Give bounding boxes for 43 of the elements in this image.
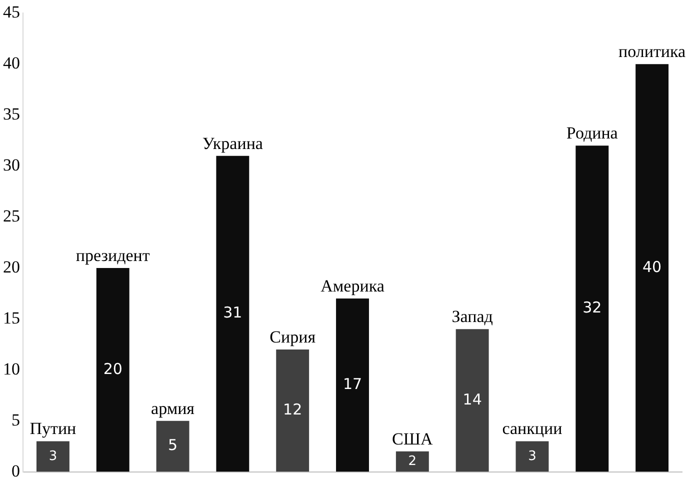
x-tick-label: Америка	[320, 276, 385, 296]
bar	[516, 441, 549, 472]
data-label: 17	[342, 375, 362, 394]
x-tick-label: Сирия	[270, 327, 316, 346]
data-label: 12	[283, 400, 302, 419]
y-tick-label: 10	[3, 359, 20, 378]
y-tick-label: 20	[3, 257, 20, 276]
bar	[276, 350, 310, 472]
x-tick-label: армия	[151, 398, 195, 418]
bar	[576, 146, 609, 472]
bar	[456, 329, 489, 472]
x-tick-label: Путин	[30, 419, 76, 438]
bar	[636, 64, 669, 472]
x-tick-label: США	[392, 429, 434, 448]
data-label: 40	[642, 258, 662, 276]
data-label: 3	[48, 448, 58, 464]
x-tick-label: Запад	[452, 307, 494, 326]
x-tick-label: санкции	[502, 419, 562, 438]
data-label: 14	[462, 390, 482, 408]
x-tick-label: Родина	[566, 124, 618, 143]
bar	[336, 298, 369, 472]
y-tick-label: 45	[3, 2, 20, 22]
y-tick-label: 15	[3, 308, 20, 328]
data-label: 31	[223, 304, 242, 322]
x-tick-label: президент	[76, 246, 150, 265]
y-tick-label: 40	[3, 54, 20, 73]
bar	[216, 156, 250, 472]
data-label: 2	[408, 454, 417, 469]
y-tick-label: 25	[3, 206, 20, 226]
y-tick-label: 35	[3, 104, 20, 124]
x-tick-label: политика	[618, 42, 686, 62]
bar	[36, 441, 70, 472]
data-label: 5	[168, 436, 178, 454]
y-tick-label: 0	[12, 461, 20, 480]
x-tick-label: Украина	[202, 134, 264, 153]
data-label: 20	[103, 360, 122, 378]
y-tick-label: 5	[12, 410, 20, 430]
bar	[96, 268, 130, 472]
bar	[396, 451, 429, 472]
y-tick-label: 30	[3, 156, 20, 175]
data-label: 3	[528, 448, 536, 464]
data-label: 32	[582, 298, 602, 317]
bar	[156, 420, 190, 472]
